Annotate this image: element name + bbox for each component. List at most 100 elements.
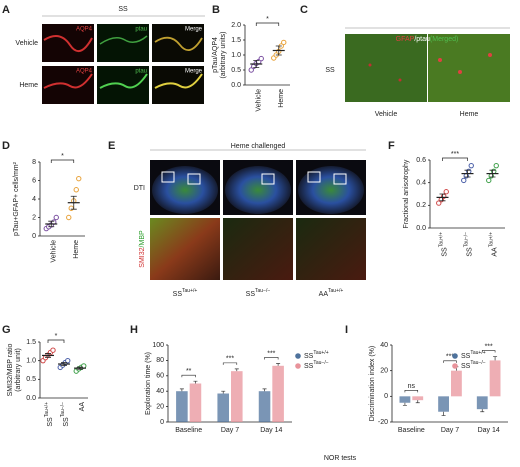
data-point [461,177,467,184]
y-tick-label: 0.4 [416,180,426,187]
error-bar [61,362,67,366]
data-point [53,214,59,221]
y-tick-label: 2.0 [231,22,241,29]
y-tick-label: 8 [32,159,36,166]
bar [258,391,271,422]
x-tick-label: SSTau−/− [464,232,474,257]
error-bar [77,366,83,370]
legend-marker [295,363,301,369]
significance-label: * [55,333,58,340]
x-tick-label-base: SS [47,417,54,427]
panel-e-title: Heme challenged [231,143,286,150]
y-tick-label: 0.6 [416,157,426,164]
significance-bracket [264,357,279,360]
error-bar [441,411,446,416]
error-bar [253,60,260,68]
error-bar [415,400,420,404]
column-label: AATau+/+ [319,288,344,298]
data-point [66,214,72,221]
x-axis-title: NOR tests [324,455,357,462]
legend-marker [295,353,301,359]
y-axis-title: SMI32/MBP ratio [7,344,14,397]
significance-label: *** [451,151,459,158]
panel-c-image [345,27,510,102]
column-label: SSTau+/+ [173,288,198,298]
channel-label: AQP4 [76,27,93,33]
significance-bracket [181,374,196,378]
panel-c-title: GFAP/ptau(Merged) [396,36,459,43]
title-part: (Merged) [430,36,458,43]
legend-label-sup: Tau+/+ [470,350,485,356]
legend-label: SSTau+/+ [461,350,486,360]
data-point [73,187,79,193]
column-label: Vehicle [375,111,398,118]
x-tick-label-base: Vehicle [255,89,262,112]
significance-label: *** [485,343,493,350]
x-tick-label: AA [79,402,86,412]
error-bar [402,402,407,406]
legend-marker [452,363,458,369]
column-label: Heme [460,111,479,118]
data-point [248,67,254,73]
title-part: /ptau [414,36,430,43]
y-tick-label: 0.5 [26,376,36,383]
y-tick-label: 1.0 [26,358,36,365]
x-tick-label-base: AA [79,402,86,412]
legend-label-base: SS [304,363,314,370]
significance-bracket [442,157,468,161]
legend-label-sup: Tau−/− [313,360,328,366]
y-axis-title: Exploration time (%) [145,352,152,415]
bar [489,360,501,397]
data-point [486,177,492,184]
x-tick-label-sup: Tau−/− [60,402,66,417]
y-tick-label: 60 [156,373,164,380]
y-tick-label: 20 [156,403,164,410]
group-label: SS [118,6,128,13]
y-tick-label: 0.0 [416,225,426,232]
bar [272,365,284,422]
error-bar [179,388,184,392]
x-tick-label: Day 7 [441,427,459,434]
data-point [258,55,264,62]
bar [412,396,424,401]
legend-label-base: SS [461,353,471,360]
panel-letter: E [108,140,115,152]
significance-label: * [61,153,64,160]
significance-label: *** [446,354,454,361]
y-axis-title: pTau/AQP4 [212,37,219,73]
x-tick-label-base: SS [441,247,448,257]
significance-bracket [481,350,496,353]
data-point [81,363,87,369]
y-axis-title: Discrimination index (%) [369,346,376,421]
row-label: Vehicle [15,40,38,47]
significance-bracket [222,362,238,365]
x-tick-label-sup: Tau−/− [464,232,470,247]
y-tick-label: -20 [378,419,388,426]
panel-letter: D [2,140,10,152]
y-tick-label: 1.5 [26,339,36,346]
group-label: SS [325,67,335,74]
error-bar [439,193,446,202]
error-bar [45,353,51,358]
significance-bracket [443,360,457,363]
error-bar [493,356,498,361]
x-tick-label: Vehicle [255,89,262,112]
column-label-sup: Tau−/− [255,288,270,294]
significance-bracket [50,159,75,163]
x-tick-label-sup: Tau+/+ [44,402,50,417]
column-label-base: SS [173,291,183,298]
significance-label: *** [267,350,275,357]
row-part: /MBP [139,230,146,247]
x-tick-label: Baseline [175,427,202,434]
significance-label: ** [186,368,192,375]
legend-label: SSTau−/− [461,360,486,370]
error-bar [48,220,55,228]
bar [399,396,411,403]
x-tick-label-base: SS [466,247,473,257]
panel-letter: I [345,324,348,336]
panel-e-images [150,149,366,280]
error-bar [276,363,281,366]
data-point [493,162,499,169]
data-point [50,347,56,353]
